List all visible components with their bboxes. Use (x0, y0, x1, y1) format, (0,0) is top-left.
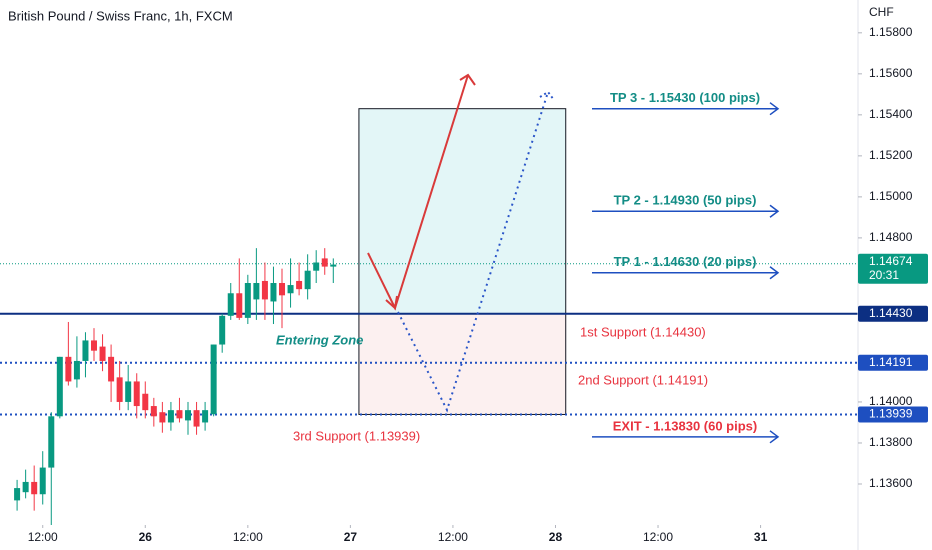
y-tick-label: 1.15200 (869, 148, 913, 162)
level-label-bg (858, 354, 928, 371)
candle-body (31, 481, 38, 495)
candle-body (244, 283, 251, 318)
y-tick-label: 1.13600 (869, 476, 913, 490)
price-label-bg (858, 253, 928, 284)
candle-body (65, 356, 72, 382)
y-tick-label: 1.15000 (869, 189, 913, 203)
zone-label: Entering Zone (276, 332, 363, 347)
candle-body (22, 481, 29, 493)
candle-body (99, 346, 106, 361)
candle-body (261, 280, 268, 300)
candle-body (270, 283, 277, 302)
y-tick-label: 1.14800 (869, 230, 913, 244)
x-tick-label: 27 (344, 530, 358, 544)
candle-body (279, 283, 286, 296)
candle-body (167, 410, 174, 423)
candle-body (236, 293, 243, 318)
candle-body (48, 416, 55, 468)
x-tick-label: 12:00 (438, 530, 468, 544)
arrow-head (385, 295, 398, 310)
candle-body (133, 381, 140, 407)
target-label: EXIT - 1.13830 (60 pips) (613, 418, 758, 433)
candle-body (210, 344, 217, 415)
level-label-bg (858, 305, 928, 322)
candle-body (108, 356, 115, 382)
candle-body (116, 377, 123, 402)
candle-body (296, 280, 303, 290)
target-label: TP 3 - 1.15430 (100 pips) (610, 90, 760, 105)
candle-body (125, 381, 132, 402)
candle-body (39, 467, 46, 495)
currency: CHF (869, 5, 894, 19)
zone (358, 108, 567, 315)
candle-body (313, 262, 320, 271)
candle-body (150, 406, 157, 417)
candle-body (14, 488, 21, 501)
candle-body (304, 270, 311, 290)
level-label: 1.13939 (869, 407, 913, 421)
level-label: 1.14191 (869, 355, 913, 369)
candle-body (159, 412, 166, 423)
target-arrow-head (769, 430, 780, 444)
chart-title: British Pound / Swiss Franc, 1h, FXCM (8, 8, 233, 23)
candle-body (193, 410, 200, 427)
candle-body (219, 315, 226, 345)
target-label: TP 1 - 1.14630 (20 pips) (614, 254, 757, 269)
level-label: 1.14430 (869, 306, 913, 320)
level-label-bg (858, 406, 928, 423)
y-tick-label: 1.15600 (869, 66, 913, 80)
y-tick-label: 1.13800 (869, 435, 913, 449)
candle-body (330, 264, 337, 267)
price-label: 1.14674 (869, 254, 913, 268)
candle-body (176, 410, 183, 419)
candle-body (202, 410, 209, 423)
dotted-path (397, 91, 549, 413)
y-tick-label: 1.15800 (869, 25, 913, 39)
x-tick-label: 26 (139, 530, 153, 544)
arrow-head (539, 90, 555, 101)
candle-body (227, 293, 234, 316)
support-label: 2nd Support (1.14191) (578, 372, 708, 387)
y-tick-label: 1.15400 (869, 107, 913, 121)
candle-body (82, 340, 89, 361)
support-label: 3rd Support (1.13939) (293, 428, 420, 443)
candle-body (253, 283, 260, 300)
target-arrow-head (769, 266, 780, 280)
x-tick-label: 28 (549, 530, 563, 544)
countdown: 20:31 (869, 268, 899, 282)
target-arrow-head (769, 204, 780, 218)
y-tick-label: 1.14000 (869, 394, 913, 408)
x-tick-label: 12:00 (28, 530, 58, 544)
candle-body (56, 356, 63, 417)
target-arrow-head (769, 102, 780, 116)
candle-body (321, 258, 328, 267)
arrow-head (459, 73, 476, 86)
target-label: TP 2 - 1.14930 (50 pips) (614, 193, 757, 208)
candle-body (91, 340, 98, 351)
candle-body (142, 393, 149, 411)
support-label: 1st Support (1.14430) (580, 324, 706, 339)
x-tick-label: 12:00 (233, 530, 263, 544)
candle-body (287, 285, 294, 294)
x-tick-label: 31 (754, 530, 768, 544)
x-tick-label: 12:00 (643, 530, 673, 544)
candle-body (185, 410, 192, 421)
candle-body (73, 360, 80, 380)
